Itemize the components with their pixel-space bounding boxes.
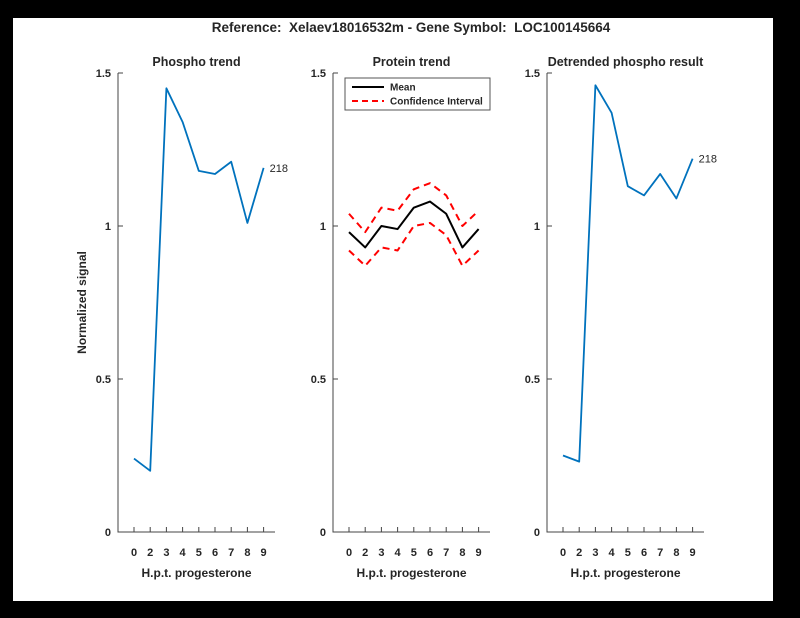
y-tick-label: 0 xyxy=(105,527,111,539)
x-tick-label: 6 xyxy=(641,547,647,559)
subplot-detrended-phospho-result: 00.511.50 2 3 4 5 6 7 8 9H.p.t. progesteroneDetr… xyxy=(525,55,717,580)
y-tick-label: 1.5 xyxy=(525,68,540,80)
y-tick-label: 1 xyxy=(320,221,326,233)
legend-entry-label: Mean xyxy=(390,83,416,94)
subplot-title: Phospho trend xyxy=(152,55,240,69)
end-point-label: 218 xyxy=(270,163,288,175)
x-tick-label: 0 xyxy=(131,547,137,559)
x-tick-label: 6 xyxy=(427,547,433,559)
x-axis-label: H.p.t. progesterone xyxy=(141,566,251,580)
y-tick-label: 1.5 xyxy=(96,68,111,80)
x-tick-label: 7 xyxy=(657,547,663,559)
x-tick-label: 9 xyxy=(690,547,696,559)
x-axis-label: H.p.t. progesterone xyxy=(356,566,466,580)
x-tick-label: 3 xyxy=(163,547,169,559)
y-tick-label: 0 xyxy=(320,527,326,539)
series-phospho-signal xyxy=(133,87,265,472)
series-detrended-phospho-signal xyxy=(562,84,694,463)
y-tick-label: 0.5 xyxy=(96,374,111,386)
figure-background xyxy=(13,18,773,601)
x-tick-label: 8 xyxy=(244,547,250,559)
series-confidence-interval-upper xyxy=(348,182,480,234)
series-confidence-interval-lower xyxy=(348,221,480,267)
y-tick-label: 1.5 xyxy=(311,68,326,80)
x-tick-label: 3 xyxy=(378,547,384,559)
y-tick-label: 1 xyxy=(105,221,111,233)
x-tick-label: 0 xyxy=(560,547,566,559)
x-tick-label: 7 xyxy=(228,547,234,559)
x-tick-label: 8 xyxy=(459,547,465,559)
x-tick-label: 2 xyxy=(362,547,368,559)
x-tick-label: 4 xyxy=(180,547,187,559)
y-tick-label: 0 xyxy=(534,527,540,539)
legend-box xyxy=(344,77,491,111)
subplot-title: Protein trend xyxy=(373,55,451,69)
x-tick-label: 0 xyxy=(346,547,352,559)
x-tick-label: 9 xyxy=(476,547,482,559)
y-tick-label: 0.5 xyxy=(525,374,540,386)
x-tick-label: 7 xyxy=(443,547,449,559)
x-tick-label: 5 xyxy=(625,547,631,559)
x-tick-label: 2 xyxy=(576,547,582,559)
end-point-label: 218 xyxy=(699,154,717,166)
x-tick-label: 4 xyxy=(609,547,616,559)
y-tick-label: 1 xyxy=(534,221,540,233)
x-tick-label: 4 xyxy=(395,547,402,559)
x-tick-label: 3 xyxy=(592,547,598,559)
x-tick-label: 5 xyxy=(411,547,417,559)
x-tick-label: 8 xyxy=(673,547,679,559)
y-axis-label: Normalized signal xyxy=(75,251,89,354)
x-axis-label: H.p.t. progesterone xyxy=(570,566,680,580)
subplot-protein-trend: 00.511.50 2 3 4 5 6 7 8 9H.p.t. progesteroneProt… xyxy=(311,55,491,580)
x-tick-label: 6 xyxy=(212,547,218,559)
subplot-phospho-trend: 00.511.50 2 3 4 5 6 7 8 9H.p.t. progesteroneNorm… xyxy=(75,55,288,580)
y-tick-label: 0.5 xyxy=(311,374,326,386)
subplot-title: Detrended phospho result xyxy=(548,55,704,69)
series-mean xyxy=(348,200,480,249)
x-tick-label: 5 xyxy=(196,547,202,559)
x-tick-label: 2 xyxy=(147,547,153,559)
x-tick-label: 9 xyxy=(261,547,267,559)
legend-entry-label: Confidence Interval xyxy=(390,97,483,108)
figure-title: Reference: Xelaev18016532m - Gene Symbol… xyxy=(212,20,611,35)
